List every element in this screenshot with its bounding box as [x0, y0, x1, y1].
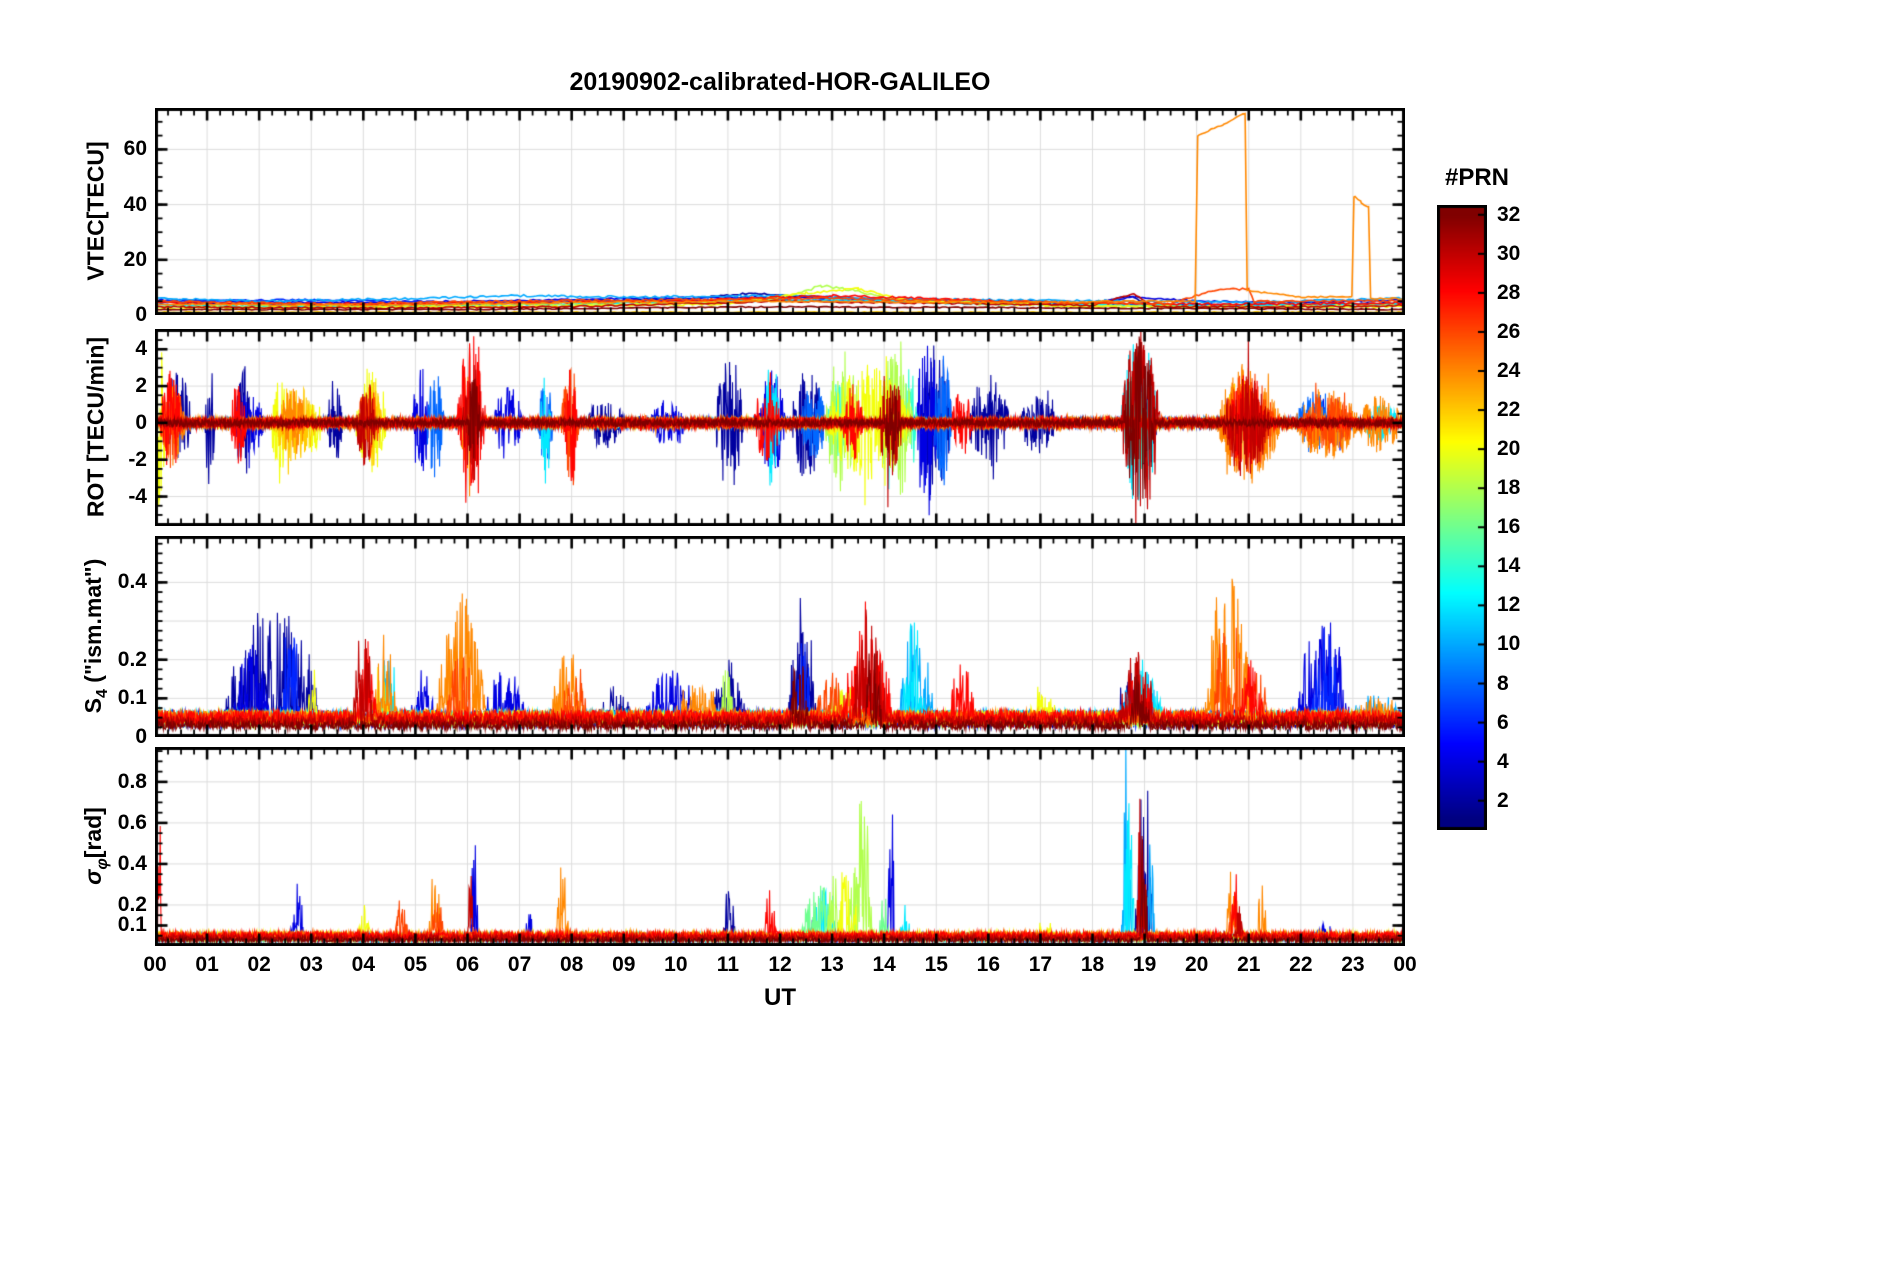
y-tick-label: 40 [123, 192, 147, 216]
colorbar-tick-label: 16 [1497, 515, 1521, 539]
x-tick-label: 04 [351, 953, 375, 976]
y-tick-label: 60 [123, 137, 147, 161]
x-tick-label: 08 [559, 953, 584, 976]
x-tick-label: 06 [455, 953, 480, 976]
y-tick-label: 2 [135, 374, 147, 398]
vtec-plot-canvas [155, 108, 1405, 315]
x-tick-label: 01 [195, 953, 219, 976]
y-tick-label: -2 [128, 447, 147, 471]
colorbar [1437, 205, 1487, 830]
x-tick-label: 05 [403, 953, 428, 976]
colorbar-tick-label: 22 [1497, 398, 1521, 422]
x-tick-label: 23 [1341, 953, 1365, 976]
x-tick-label: 09 [612, 953, 636, 976]
y-tick-label: 20 [123, 247, 147, 271]
y-tick-label: 4 [135, 337, 147, 361]
x-tick-label: 02 [247, 953, 271, 976]
colorbar-tick-label: 26 [1497, 319, 1521, 343]
x-tick-label: 15 [924, 953, 948, 976]
y-tick-label: 0.4 [117, 851, 147, 875]
sigma-phi-plot-canvas [155, 747, 1405, 946]
y-tick-label: 0.1 [117, 686, 147, 710]
colorbar-tick-label: 6 [1497, 710, 1509, 734]
colorbar-tick-label: 20 [1497, 437, 1521, 461]
x-tick-label: 10 [664, 953, 688, 976]
colorbar-tick-label: 32 [1497, 202, 1521, 226]
y-tick-label: 0.2 [117, 892, 147, 916]
y-tick-label: -4 [128, 484, 147, 508]
colorbar-tick-label: 2 [1497, 788, 1509, 812]
x-tick-label: 18 [1080, 953, 1105, 976]
x-tick-label: 07 [507, 953, 532, 976]
colorbar-tick-label: 14 [1497, 554, 1521, 578]
chart-title: 20190902-calibrated-HOR-GALILEO [569, 68, 991, 96]
x-tick-label: 13 [820, 953, 844, 976]
colorbar-tick-label: 10 [1497, 632, 1521, 656]
x-tick-label: 00 [1393, 953, 1417, 976]
x-tick-label: 14 [872, 953, 896, 976]
x-tick-label: 17 [1028, 953, 1053, 976]
x-axis-label: UT [764, 984, 796, 1011]
colorbar-tick-label: 12 [1497, 593, 1521, 617]
y-tick-label: 0.8 [117, 769, 147, 793]
colorbar-tick-label: 30 [1497, 241, 1521, 265]
x-tick-label: 22 [1289, 953, 1313, 976]
rot-plot-canvas [155, 329, 1405, 526]
x-tick-label: 12 [768, 953, 792, 976]
colorbar-tick-label: 18 [1497, 476, 1521, 500]
y-tick-label: 0.2 [117, 647, 147, 671]
x-tick-label: 16 [976, 953, 1000, 976]
colorbar-tick-label: 4 [1497, 749, 1509, 773]
y-tick-label: 0.4 [117, 570, 147, 594]
x-tick-label: 21 [1237, 953, 1261, 976]
s4-plot-canvas [155, 536, 1405, 737]
colorbar-title: #PRN [1444, 164, 1510, 191]
x-tick-label: 19 [1132, 953, 1157, 976]
y-tick-label: 0.6 [117, 810, 147, 834]
colorbar-tick-label: 28 [1497, 280, 1521, 304]
colorbar-tick-label: 8 [1497, 671, 1509, 695]
x-tick-label: 00 [143, 953, 167, 976]
y-tick-label: 0 [135, 725, 147, 748]
y-tick-label: 0 [135, 410, 147, 434]
y-tick-label: 0 [135, 303, 147, 326]
x-tick-label: 20 [1184, 953, 1209, 976]
colorbar-tick-label: 24 [1497, 359, 1521, 383]
x-tick-label: 03 [299, 953, 323, 976]
x-tick-label: 11 [716, 953, 739, 976]
y-tick-label: 0.1 [117, 913, 147, 937]
